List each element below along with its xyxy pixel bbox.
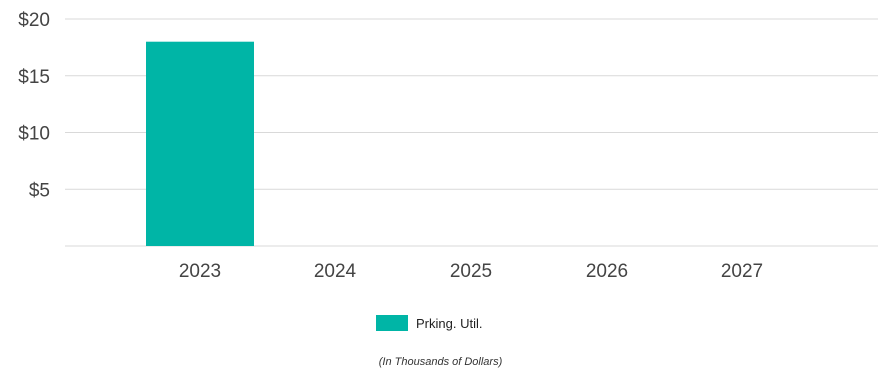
units-note: (In Thousands of Dollars) (378, 356, 503, 368)
x-tick-label: 2025 (450, 261, 492, 282)
x-tick-label: 2023 (179, 261, 221, 282)
bar-2023 (146, 41, 254, 247)
legend-swatch (376, 315, 408, 331)
y-tick-label: $15 (18, 67, 50, 88)
legend-label: Prking. Util. (416, 315, 483, 331)
y-tick-label: $10 (18, 124, 50, 145)
y-tick-label: $5 (29, 180, 50, 201)
legend: Prking. Util. (376, 314, 482, 332)
bar-chart: $5 $10 $15 $20 2023 2024 2025 2026 2027 (18, 10, 878, 282)
x-tick-label: 2026 (586, 261, 628, 282)
x-tick-label: 2024 (314, 261, 357, 282)
x-tick-label: 2027 (721, 261, 763, 282)
y-tick-label: $20 (18, 10, 50, 31)
